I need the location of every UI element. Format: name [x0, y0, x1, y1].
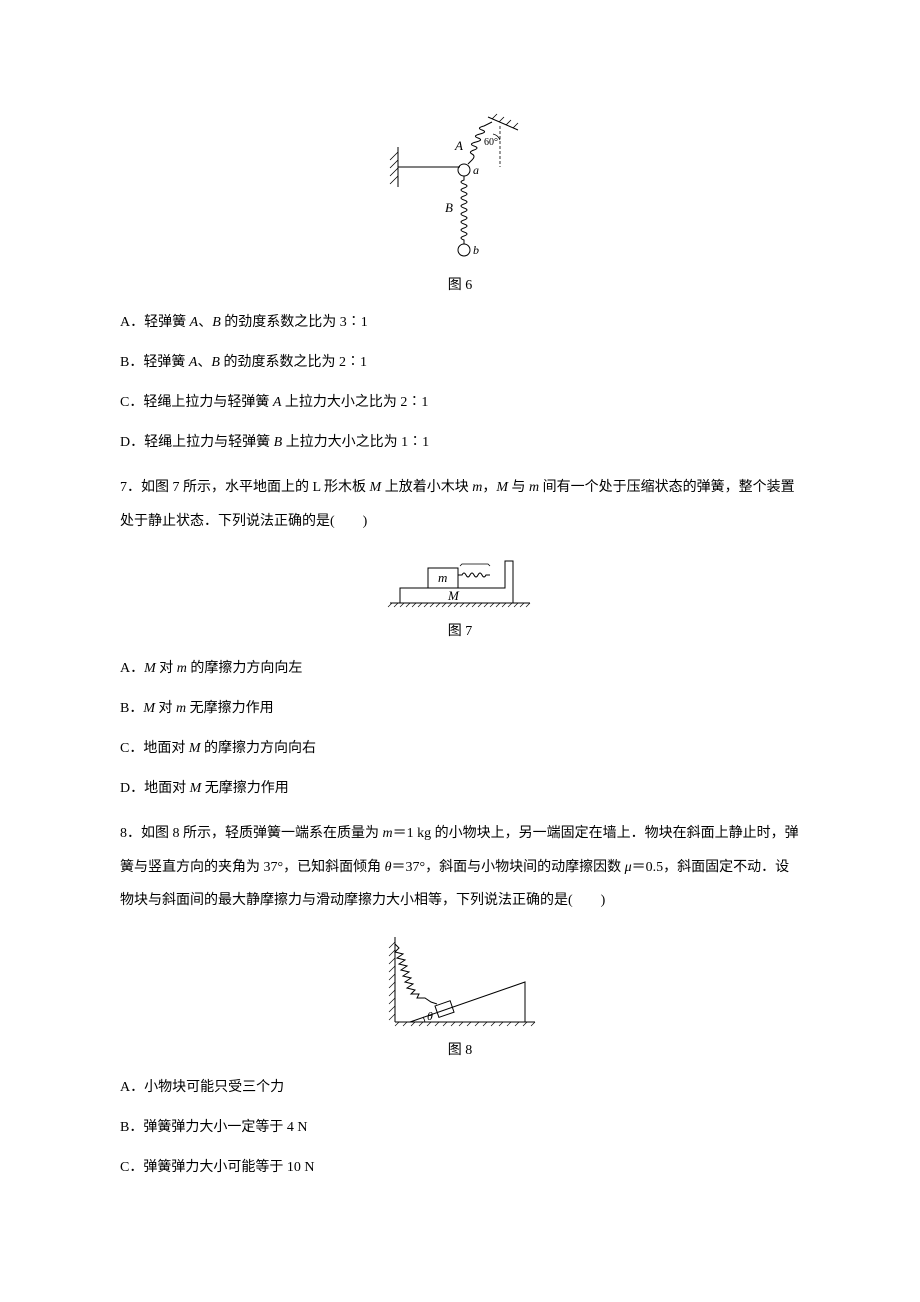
q7-option-A: A．M 对 m 的摩擦力方向向左 [120, 655, 800, 683]
q8-text: 8．如图 8 所示，轻质弹簧一端系在质量为 m＝1 kg 的小物块上，另一端固定… [120, 817, 800, 918]
label-B: B [445, 200, 453, 215]
q6-option-D: D．轻绳上拉力与轻弹簧 B 上拉力大小之比为 1∶1 [120, 429, 800, 457]
figure-8-caption: 图 8 [120, 1040, 800, 1062]
q7-text: 7．如图 7 所示，水平地面上的 L 形木板 M 上放着小木块 m，M 与 m … [120, 471, 800, 538]
q8-option-A: A．小物块可能只受三个力 [120, 1074, 800, 1102]
label-m: m [438, 570, 447, 585]
q7-option-C: C．地面对 M 的摩擦力方向向右 [120, 735, 800, 763]
label-b: b [473, 243, 479, 257]
figure-8: θ 图 8 [120, 932, 800, 1062]
label-angle: 60° [484, 137, 498, 148]
q8-option-B: B．弹簧弹力大小一定等于 4 N [120, 1114, 800, 1142]
label-M: M [447, 588, 460, 603]
q8-option-C: C．弹簧弹力大小可能等于 10 N [120, 1154, 800, 1182]
figure-7-caption: 图 7 [120, 621, 800, 643]
label-A: A [454, 138, 463, 153]
label-a: a [473, 163, 479, 177]
q6-option-C: C．轻绳上拉力与轻弹簧 A 上拉力大小之比为 2∶1 [120, 389, 800, 417]
figure-6-svg: a A 60° B b [380, 112, 540, 267]
q6-option-B: B．轻弹簧 A、B 的劲度系数之比为 2∶1 [120, 349, 800, 377]
label-theta: θ [427, 1009, 433, 1023]
figure-6-caption: 图 6 [120, 275, 800, 297]
figure-6: a A 60° B b 图 6 [120, 112, 800, 297]
q7-option-B: B．M 对 m 无摩擦力作用 [120, 695, 800, 723]
q7-option-D: D．地面对 M 无摩擦力作用 [120, 775, 800, 803]
figure-7-svg: M m [380, 553, 540, 613]
figure-8-svg: θ [375, 932, 545, 1032]
q6-option-A: A．轻弹簧 A、B 的劲度系数之比为 3∶1 [120, 309, 800, 337]
figure-7: M m 图 7 [120, 553, 800, 643]
